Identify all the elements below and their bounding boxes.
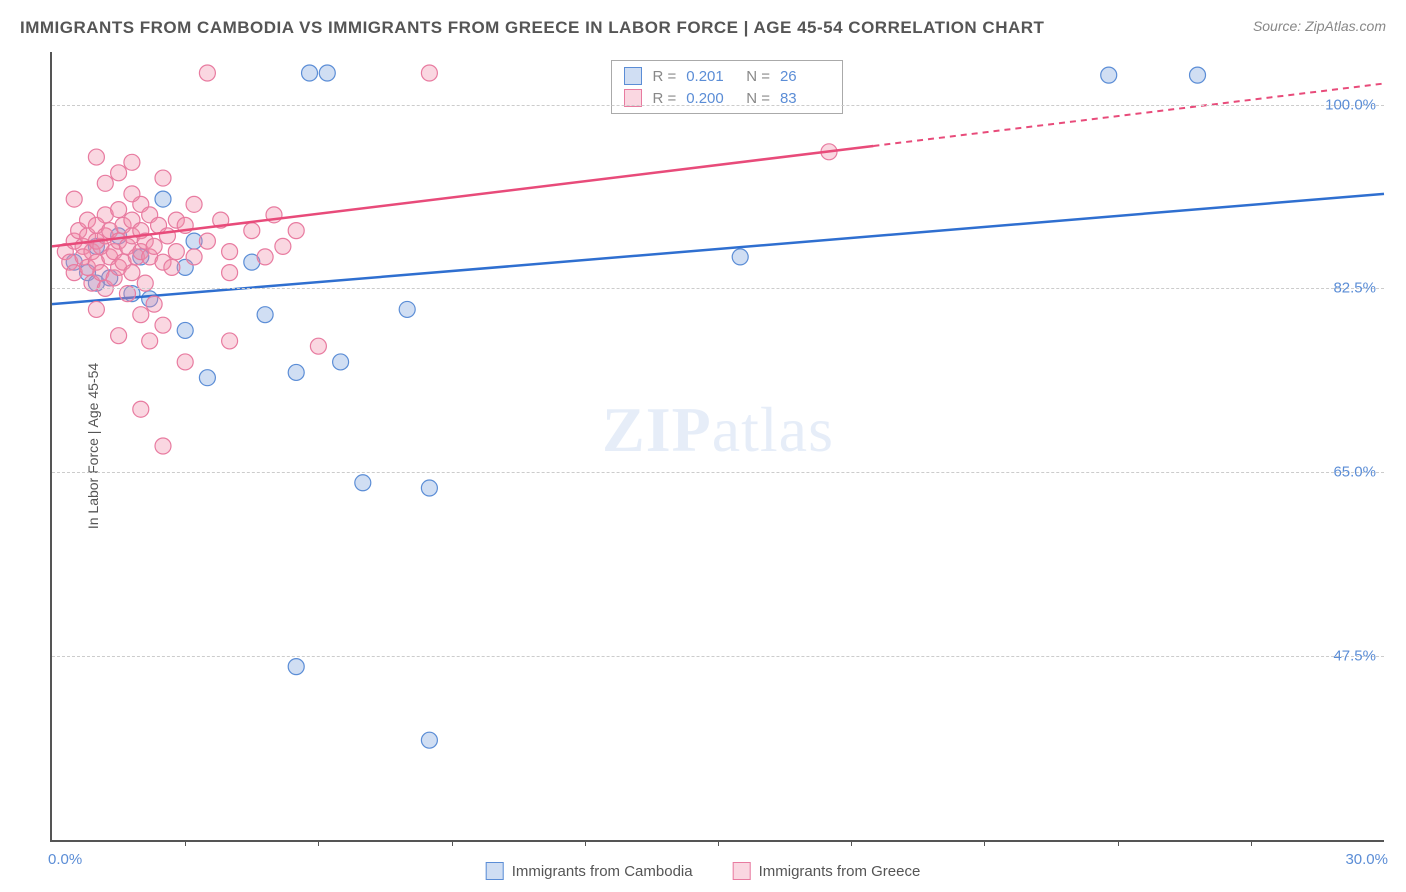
x-tick xyxy=(1251,840,1252,846)
data-point xyxy=(288,659,304,675)
gridline xyxy=(52,656,1384,657)
legend-label: Immigrants from Greece xyxy=(759,863,921,880)
stat-label-r: R = xyxy=(652,68,676,85)
source-attribution: Source: ZipAtlas.com xyxy=(1253,18,1386,34)
data-point xyxy=(222,333,238,349)
stats-legend-row: R = 0.201 N = 26 xyxy=(624,65,830,87)
data-point xyxy=(222,265,238,281)
data-point xyxy=(124,154,140,170)
x-tick xyxy=(585,840,586,846)
data-point xyxy=(186,196,202,212)
data-point xyxy=(732,249,748,265)
data-point xyxy=(155,170,171,186)
regression-line-dashed xyxy=(873,84,1384,146)
stat-value-r: 0.201 xyxy=(686,68,736,85)
data-point xyxy=(111,165,127,181)
data-point xyxy=(399,301,415,317)
x-tick xyxy=(185,840,186,846)
data-point xyxy=(199,370,215,386)
legend-label: Immigrants from Cambodia xyxy=(512,863,693,880)
y-tick-label: 82.5% xyxy=(1333,280,1376,297)
chart-svg xyxy=(52,52,1384,840)
y-tick-label: 65.0% xyxy=(1333,464,1376,481)
data-point xyxy=(421,732,437,748)
data-point xyxy=(168,244,184,260)
x-min-label: 0.0% xyxy=(48,851,82,868)
gridline xyxy=(52,105,1384,106)
data-point xyxy=(124,186,140,202)
data-point xyxy=(257,307,273,323)
data-point xyxy=(288,364,304,380)
regression-line xyxy=(52,146,873,246)
y-tick-label: 100.0% xyxy=(1325,96,1376,113)
data-point xyxy=(88,149,104,165)
data-point xyxy=(302,65,318,81)
data-point xyxy=(421,480,437,496)
data-point xyxy=(146,296,162,312)
x-max-label: 30.0% xyxy=(1345,851,1388,868)
data-point xyxy=(159,228,175,244)
x-tick xyxy=(718,840,719,846)
data-point xyxy=(142,333,158,349)
legend-swatch xyxy=(624,67,642,85)
data-point xyxy=(111,328,127,344)
data-point xyxy=(133,401,149,417)
data-point xyxy=(199,233,215,249)
legend-swatch xyxy=(486,862,504,880)
data-point xyxy=(146,238,162,254)
chart-title: IMMIGRANTS FROM CAMBODIA VS IMMIGRANTS F… xyxy=(20,18,1044,38)
gridline xyxy=(52,472,1384,473)
legend-swatch xyxy=(733,862,751,880)
data-point xyxy=(97,175,113,191)
gridline xyxy=(52,288,1384,289)
data-point xyxy=(275,238,291,254)
data-point xyxy=(186,249,202,265)
stats-legend: R = 0.201 N = 26 R =0.200N =83 xyxy=(611,60,843,114)
data-point xyxy=(155,317,171,333)
data-point xyxy=(257,249,273,265)
legend-item: Immigrants from Cambodia xyxy=(486,862,693,880)
x-tick xyxy=(318,840,319,846)
legend-item: Immigrants from Greece xyxy=(733,862,921,880)
data-point xyxy=(288,223,304,239)
data-point xyxy=(88,301,104,317)
stat-value-n: 26 xyxy=(780,68,830,85)
data-point xyxy=(421,65,437,81)
data-point xyxy=(333,354,349,370)
stats-legend-row: R =0.200N =83 xyxy=(624,87,830,109)
data-point xyxy=(1101,67,1117,83)
data-point xyxy=(111,202,127,218)
plot-area: ZIPatlas R =0.201N =26R =0.200N =83 0.0%… xyxy=(50,52,1384,842)
data-point xyxy=(177,322,193,338)
data-point xyxy=(319,65,335,81)
data-point xyxy=(222,244,238,260)
data-point xyxy=(355,475,371,491)
x-tick xyxy=(984,840,985,846)
data-point xyxy=(155,438,171,454)
data-point xyxy=(244,223,260,239)
x-tick xyxy=(851,840,852,846)
data-point xyxy=(164,259,180,275)
data-point xyxy=(133,307,149,323)
data-point xyxy=(1190,67,1206,83)
x-tick xyxy=(452,840,453,846)
data-point xyxy=(155,191,171,207)
data-point xyxy=(177,354,193,370)
y-tick-label: 47.5% xyxy=(1333,648,1376,665)
series-legend: Immigrants from Cambodia Immigrants from … xyxy=(486,862,921,880)
data-point xyxy=(310,338,326,354)
data-point xyxy=(66,191,82,207)
data-point xyxy=(199,65,215,81)
x-tick xyxy=(1118,840,1119,846)
data-point xyxy=(124,265,140,281)
stat-label-n: N = xyxy=(746,68,770,85)
